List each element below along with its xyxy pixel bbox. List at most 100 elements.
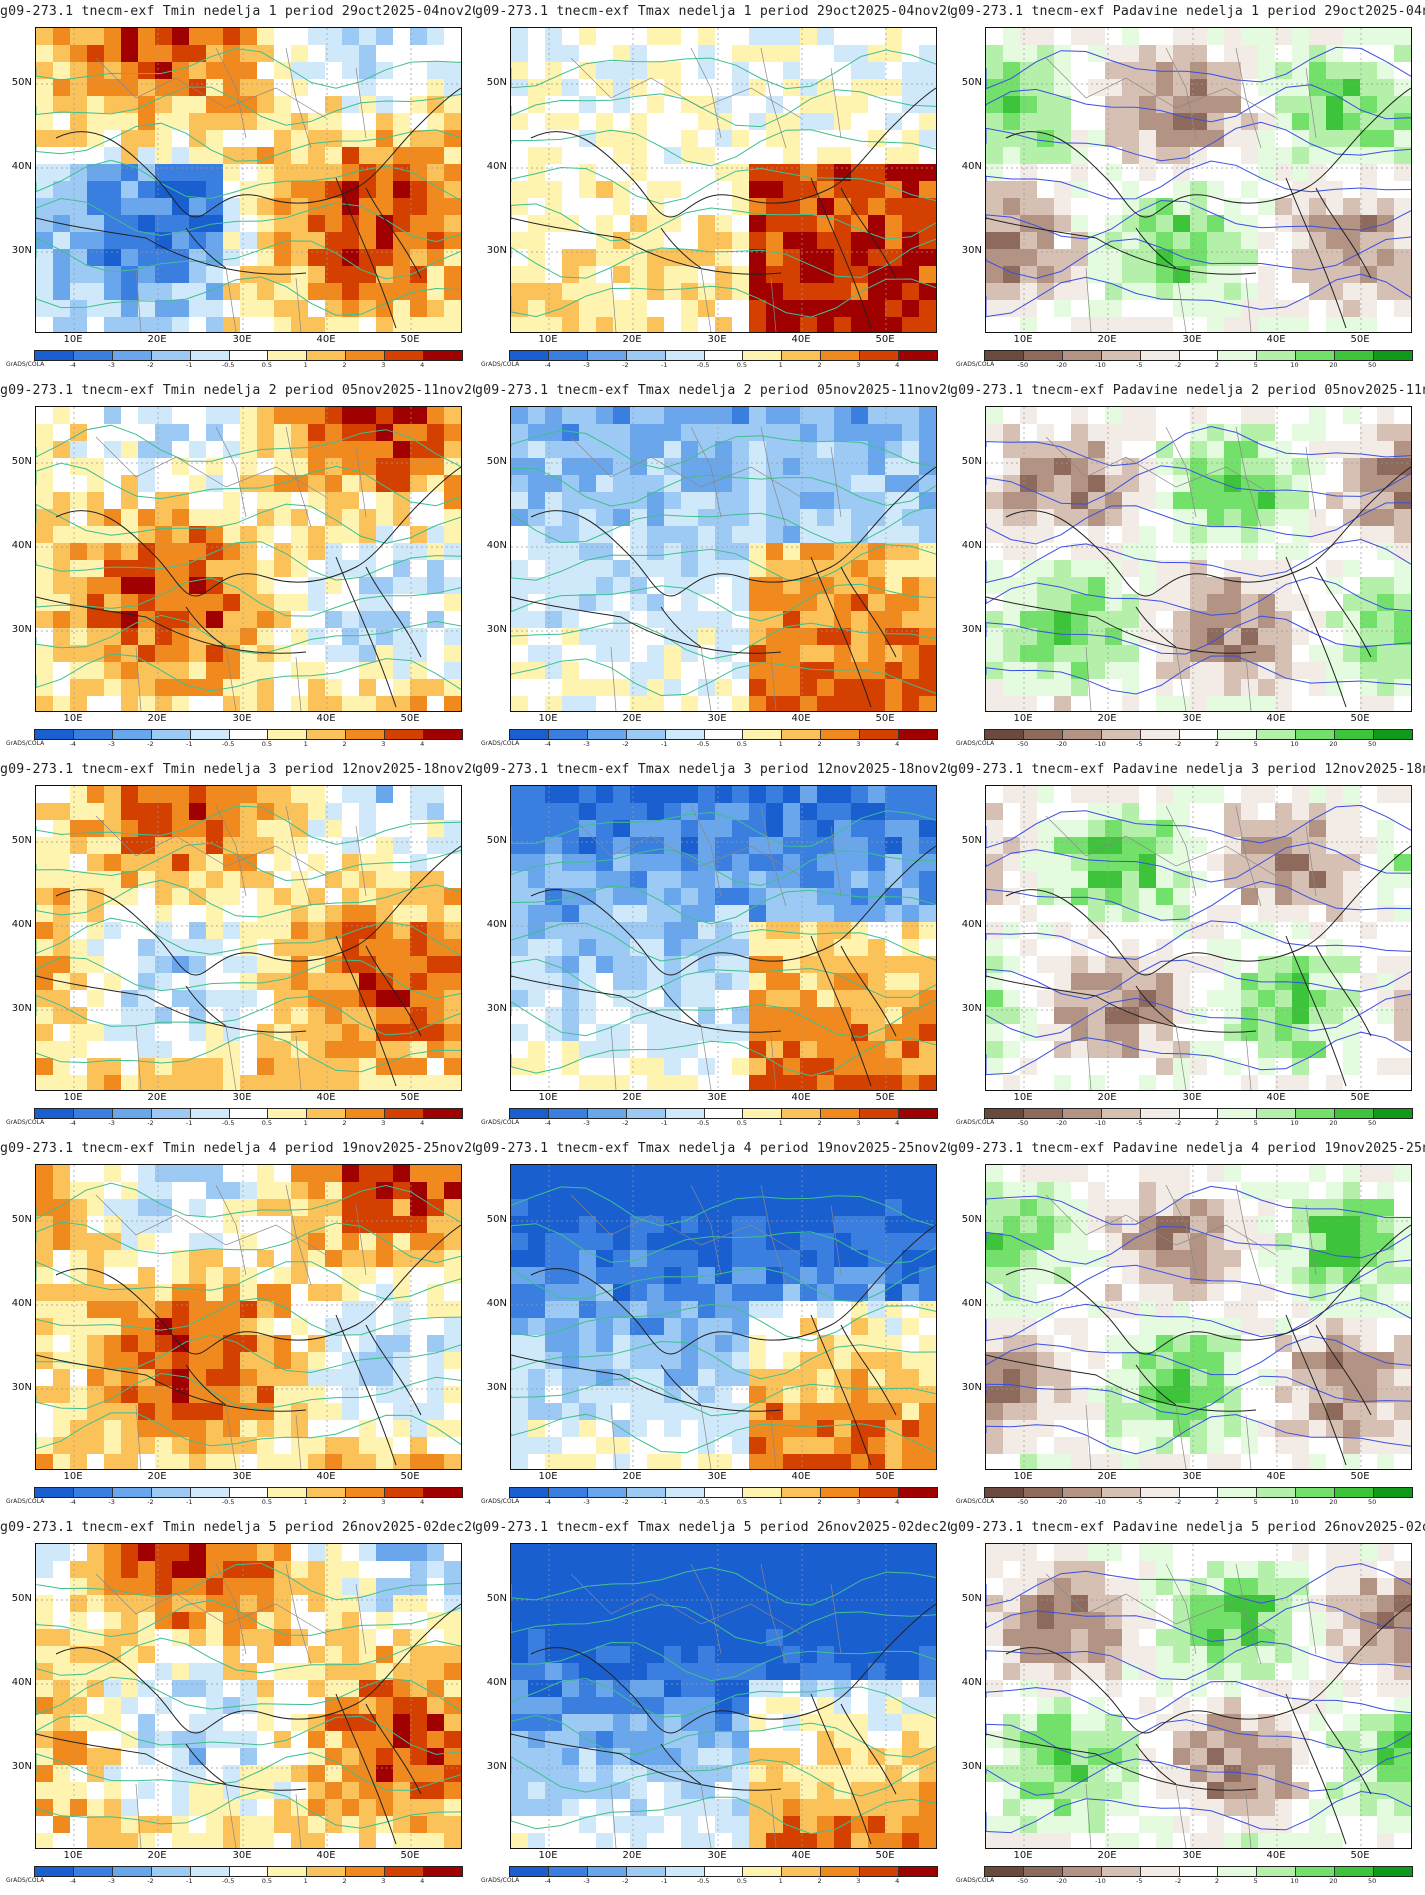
anomaly-cell [1156,696,1173,711]
anomaly-cell [647,424,664,441]
anomaly-cell [393,905,410,922]
anomaly-cell [87,922,104,939]
anomaly-cell [919,837,936,854]
anomaly-cell [342,164,359,181]
anomaly-cell [511,1284,528,1301]
anomaly-cell [172,509,189,526]
anomaly-cell [325,283,342,300]
anomaly-cell [545,956,562,973]
anomaly-cell [902,1454,919,1469]
anomaly-cell [257,871,274,888]
contour-line [36,1032,461,1073]
anomaly-cell [1377,973,1394,990]
anomaly-cell [308,249,325,266]
anomaly-cell [596,526,613,543]
anomaly-cell [36,888,53,905]
anomaly-cell [1020,1165,1037,1182]
anomaly-cell [393,300,410,317]
anomaly-cell [766,905,783,922]
anomaly-cell [800,198,817,215]
anomaly-cell [528,645,545,662]
anomaly-cell [70,1250,87,1267]
anomaly-cell [1343,215,1360,232]
anomaly-cell [223,62,240,79]
anomaly-cell [393,407,410,424]
anomaly-cell [1258,1182,1275,1199]
anomaly-cell [528,1165,545,1182]
anomaly-cell [1156,1041,1173,1058]
anomaly-cell [1377,696,1394,711]
anomaly-cell [1122,113,1139,130]
anomaly-cell [919,1165,936,1182]
anomaly-cell [1156,1216,1173,1233]
anomaly-cell [1241,283,1258,300]
anomaly-cell [885,317,902,332]
anomaly-cell [1139,317,1156,332]
anomaly-cell [1122,317,1139,332]
anomaly-cell [36,871,53,888]
anomaly-cell [664,1284,681,1301]
anomaly-cell [1258,475,1275,492]
anomaly-cell [359,407,376,424]
anomaly-cell [579,1007,596,1024]
anomaly-cell [1360,62,1377,79]
anomaly-cell [291,1007,308,1024]
anomaly-cell [664,1403,681,1420]
anomaly-cell [189,300,206,317]
anomaly-cell [240,662,257,679]
anomaly-cell [1275,1250,1292,1267]
anomaly-cell [240,820,257,837]
longitude-tick-label: 50E [1350,1092,1370,1103]
anomaly-cell [87,543,104,560]
colorbar-swatch [860,730,900,739]
anomaly-cell [783,492,800,509]
anomaly-cell [1258,492,1275,509]
anomaly-cell [1020,939,1037,956]
anomaly-cell [749,1301,766,1318]
anomaly-cell [834,1058,851,1075]
contour-line [36,805,461,845]
map-panel-tmax-week-4: g09-273.1 tnecm-exf Tmax nedelja 4 perio… [475,1137,950,1516]
anomaly-cell [376,973,393,990]
anomaly-cell [257,164,274,181]
anomaly-cell [715,424,732,441]
anomaly-cell [104,1403,121,1420]
anomaly-cell [70,458,87,475]
anomaly-cell [1088,475,1105,492]
anomaly-cell [240,62,257,79]
anomaly-cell [104,662,121,679]
anomaly-cell [427,181,444,198]
anomaly-cell [766,1454,783,1469]
anomaly-cell [885,594,902,611]
anomaly-cell [1326,1007,1343,1024]
anomaly-cell [511,1386,528,1403]
anomaly-cell [189,181,206,198]
anomaly-cell [87,1301,104,1318]
anomaly-cell [902,526,919,543]
anomaly-cell [1377,526,1394,543]
anomaly-cell [630,164,647,181]
anomaly-cell [579,441,596,458]
anomaly-cell [342,1284,359,1301]
anomaly-cell [1377,441,1394,458]
anomaly-cell [1207,215,1224,232]
anomaly-cell [274,803,291,820]
anomaly-cell [664,424,681,441]
colorbar-label: 20 [1329,740,1338,748]
anomaly-cell [783,28,800,45]
anomaly-cell [1377,645,1394,662]
anomaly-cell [325,1216,342,1233]
colorbar-label: 1 [303,361,308,369]
anomaly-cell [715,164,732,181]
anomaly-cell [868,1216,885,1233]
anomaly-cell [36,956,53,973]
anomaly-cell [562,45,579,62]
anomaly-cell [444,888,461,905]
anomaly-cell [1224,1165,1241,1182]
anomaly-cell [1173,696,1190,711]
anomaly-cell [427,1024,444,1041]
colorbar-label: -5 [1136,1119,1143,1127]
anomaly-cell [562,1216,579,1233]
anomaly-cell [613,96,630,113]
anomaly-cell [579,679,596,696]
